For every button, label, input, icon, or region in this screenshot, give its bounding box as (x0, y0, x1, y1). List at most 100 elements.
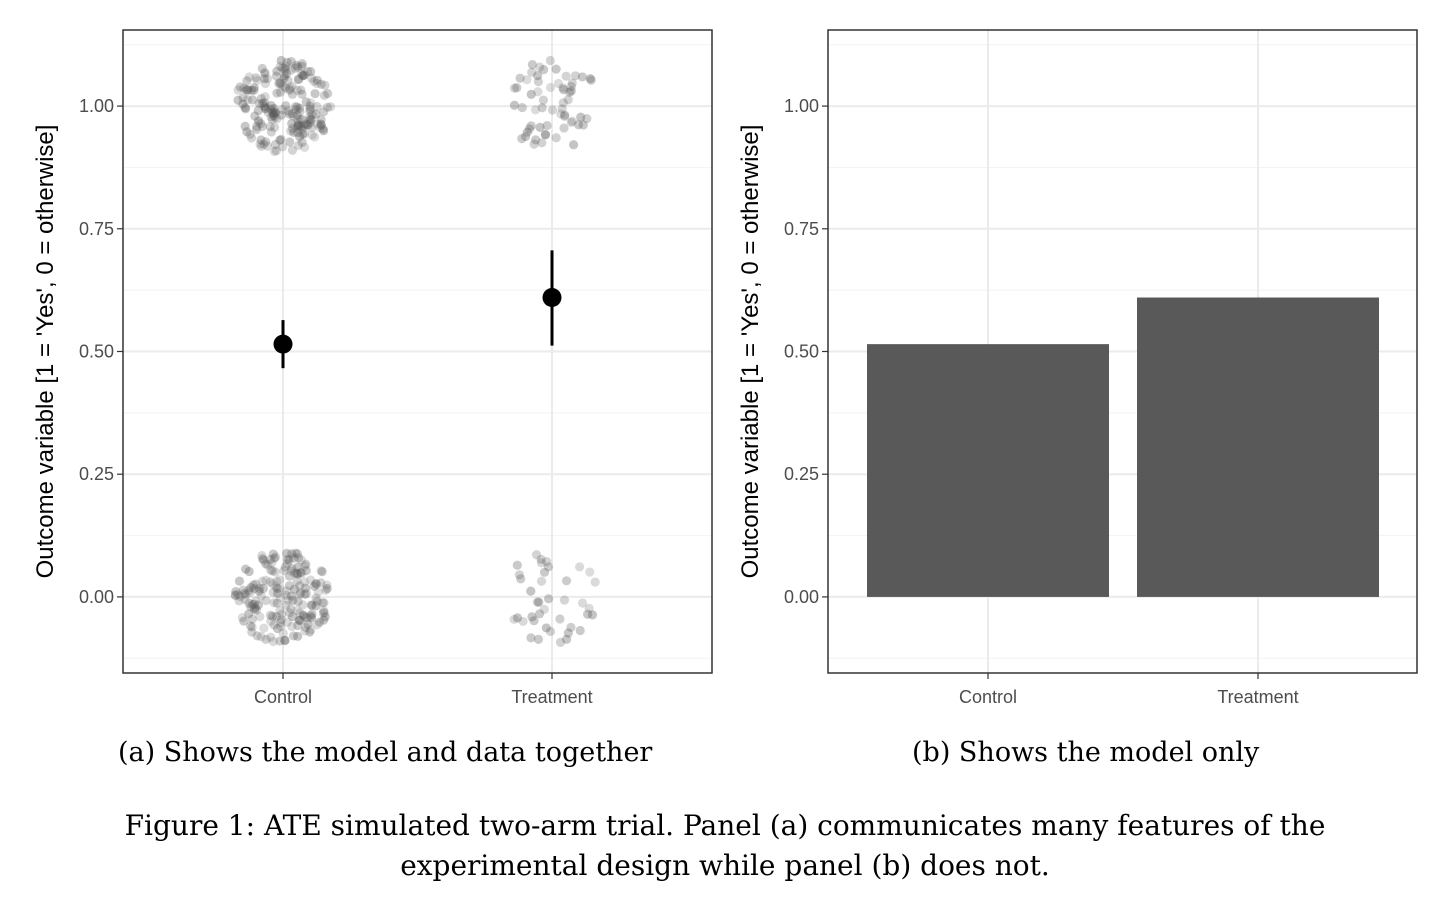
raw-data-point (526, 89, 536, 99)
raw-data-point (257, 99, 268, 109)
raw-data-point (567, 116, 577, 126)
raw-data-point (298, 610, 308, 620)
raw-data-point (582, 114, 592, 124)
raw-data-point (271, 582, 281, 592)
raw-data-point (318, 608, 328, 618)
raw-data-point (265, 554, 275, 564)
raw-data-point (567, 78, 577, 88)
raw-data-point (290, 568, 300, 578)
raw-data-point (293, 620, 303, 631)
raw-data-point (250, 584, 260, 594)
raw-data-point (286, 65, 296, 75)
raw-data-point (293, 596, 303, 607)
raw-data-point (251, 596, 261, 606)
raw-data-point (309, 581, 319, 591)
raw-data-point (311, 593, 321, 603)
raw-data-point (529, 616, 539, 626)
raw-data-point (319, 607, 330, 618)
raw-data-point (323, 88, 333, 99)
raw-data-point (267, 114, 277, 124)
raw-data-point (300, 561, 310, 571)
raw-data-point (320, 612, 330, 622)
raw-data-point (268, 579, 278, 589)
raw-data-point (298, 71, 308, 81)
raw-data-point (563, 628, 573, 638)
raw-data-point (297, 137, 307, 147)
raw-data-point (292, 605, 302, 616)
raw-data-point (561, 634, 572, 644)
raw-data-point (517, 133, 527, 144)
raw-data-point (289, 127, 299, 137)
raw-data-point (566, 117, 576, 127)
raw-data-point (231, 587, 241, 597)
y-axis-title: Outcome variable [1 = 'Yes', 0 = otherwi… (32, 125, 59, 579)
raw-data-point (269, 110, 279, 121)
raw-data-point (551, 133, 561, 143)
raw-data-point (281, 101, 291, 111)
raw-data-point (260, 92, 270, 102)
raw-data-point (279, 565, 289, 576)
raw-data-point (305, 115, 315, 125)
raw-data-point (270, 112, 280, 123)
y-tick-label: 1.00 (79, 96, 114, 116)
raw-data-point (261, 559, 271, 569)
raw-data-point (573, 120, 584, 130)
raw-data-point (520, 131, 531, 142)
raw-data-point (278, 81, 288, 91)
raw-data-point (281, 600, 291, 610)
raw-data-point (306, 600, 316, 610)
raw-data-point (532, 597, 543, 607)
raw-data-point (252, 75, 262, 86)
raw-data-point (295, 103, 305, 113)
raw-data-point (299, 121, 309, 131)
raw-data-point (569, 140, 579, 150)
raw-data-point (241, 104, 251, 114)
raw-data-point (284, 555, 294, 565)
raw-data-point (275, 636, 285, 646)
raw-data-point (242, 127, 252, 137)
raw-data-point (536, 576, 547, 586)
raw-data-point (274, 78, 284, 89)
raw-data-point (551, 64, 561, 74)
raw-data-point (239, 588, 249, 598)
raw-data-point (325, 102, 336, 112)
raw-data-point (576, 112, 586, 122)
raw-data-point (293, 74, 303, 85)
raw-data-point (275, 135, 285, 145)
raw-data-point (535, 62, 545, 72)
raw-data-point (247, 599, 257, 610)
raw-data-point (272, 66, 282, 76)
raw-data-point (533, 70, 543, 81)
raw-data-point (311, 578, 321, 589)
raw-data-point (292, 123, 303, 133)
raw-data-point (509, 614, 519, 624)
raw-data-point (269, 146, 280, 157)
raw-data-point (261, 103, 271, 113)
raw-data-point (305, 627, 315, 637)
raw-data-point (300, 119, 310, 129)
raw-data-point (270, 108, 280, 118)
raw-data-point (240, 594, 250, 605)
raw-data-point (252, 122, 262, 132)
raw-data-point (242, 94, 253, 105)
raw-data-point (301, 622, 311, 633)
raw-data-point (244, 598, 254, 608)
raw-data-point (557, 104, 567, 114)
raw-data-point (238, 93, 248, 103)
raw-data-point (257, 550, 267, 561)
raw-data-point (301, 583, 311, 593)
panel-a-caption: (a) Shows the model and data together (118, 737, 653, 768)
raw-data-point (244, 72, 254, 82)
raw-data-point (260, 79, 271, 89)
panel-b-plot: 0.00 0.25 0.50 0.75 1.00 Control Treatment Outc… (737, 29, 1418, 707)
raw-data-point (259, 101, 270, 111)
raw-data-point (539, 65, 549, 75)
raw-data-point (306, 98, 316, 108)
raw-data-point (247, 614, 257, 624)
raw-data-point (512, 613, 523, 623)
raw-data-point (271, 71, 281, 81)
raw-data-point (293, 631, 303, 641)
raw-data-point (253, 600, 264, 610)
raw-data-point (238, 99, 248, 109)
raw-data-point (267, 611, 278, 622)
